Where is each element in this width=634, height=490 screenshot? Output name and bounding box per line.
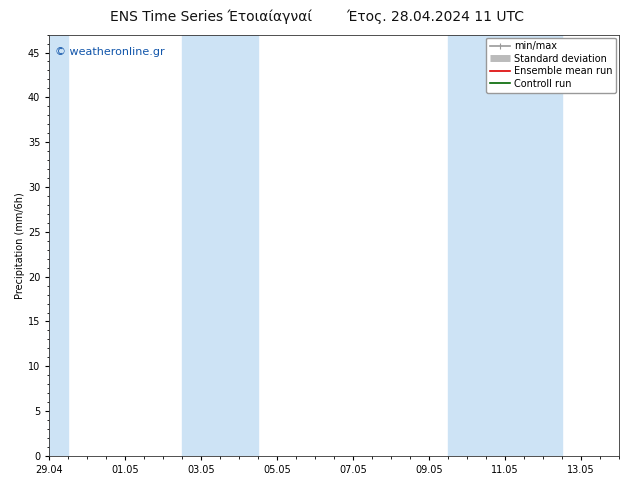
Bar bbox=[30, 35, 68, 456]
Text: © weatheronline.gr: © weatheronline.gr bbox=[55, 47, 165, 57]
Text: ENS Time Series Έτοιαίαγναί        Έτος. 28.04.2024 11 UTC: ENS Time Series Έτοιαίαγναί Έτος. 28.04.… bbox=[110, 10, 524, 24]
Y-axis label: Precipitation (mm/6h): Precipitation (mm/6h) bbox=[15, 192, 25, 299]
Bar bbox=[182, 35, 258, 456]
Legend: min/max, Standard deviation, Ensemble mean run, Controll run: min/max, Standard deviation, Ensemble me… bbox=[486, 38, 616, 93]
Bar bbox=[448, 35, 562, 456]
